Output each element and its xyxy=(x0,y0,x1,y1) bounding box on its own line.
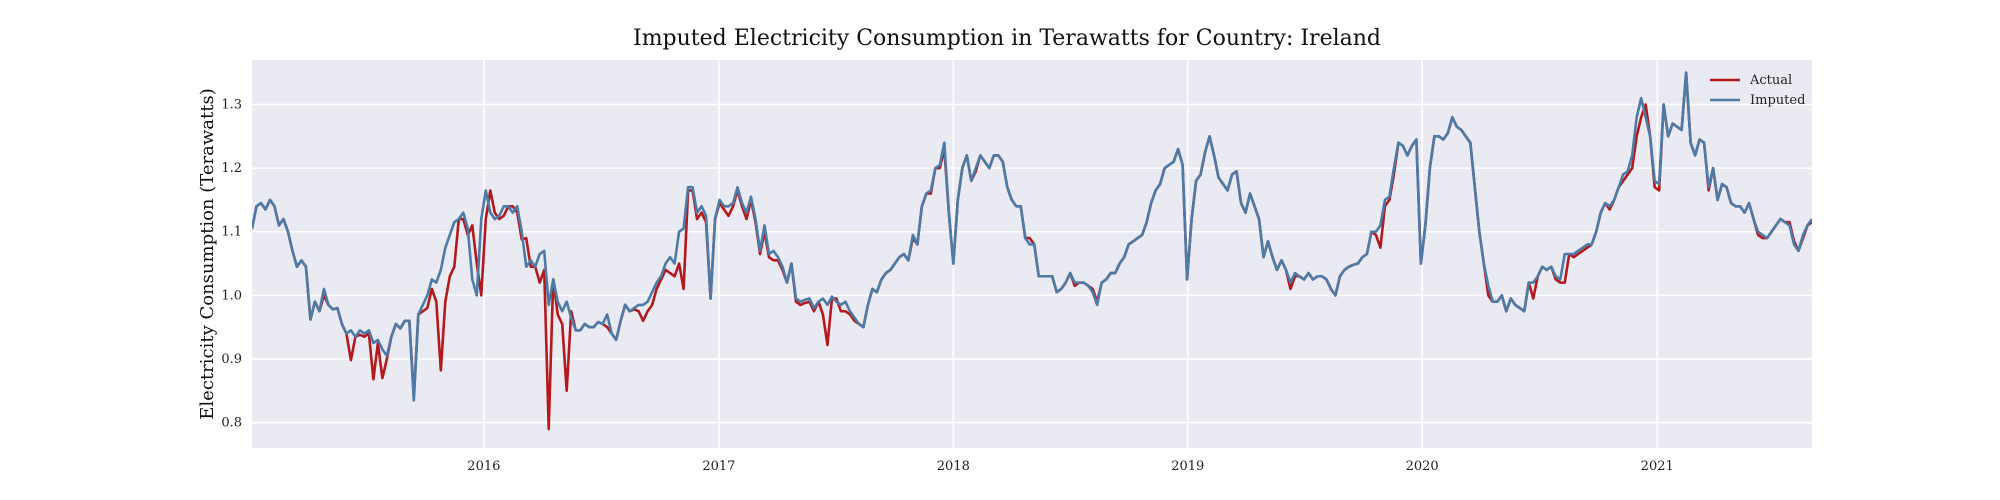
x-tick-label: 2017 xyxy=(702,459,735,474)
legend-label-actual: Actual xyxy=(1749,73,1792,88)
x-tick-label: 2021 xyxy=(1641,459,1674,474)
x-tick-label: 2016 xyxy=(467,459,500,474)
y-axis-label: Electricity Consumption (Terawatts) xyxy=(197,88,218,419)
y-tick-label: 1.0 xyxy=(221,288,242,303)
legend: Actual Imputed xyxy=(1710,73,1805,108)
y-tick-label: 0.9 xyxy=(221,352,242,367)
series-lines xyxy=(252,71,1812,431)
plot-area xyxy=(252,60,1812,448)
y-tick-label: 1.1 xyxy=(221,225,242,240)
y-tick-label: 1.2 xyxy=(221,161,242,176)
tick-labels: 0.8 0.9 1.0 1.1 1.2 1.3 2016 2017 2018 2019 2020 20… xyxy=(221,98,1673,474)
series-line-imputed xyxy=(252,71,1812,402)
x-tick-label: 2020 xyxy=(1406,459,1439,474)
x-tick-label: 2018 xyxy=(937,459,970,474)
y-tick-label: 0.8 xyxy=(221,416,242,431)
legend-label-imputed: Imputed xyxy=(1750,93,1805,108)
chart-title: Imputed Electricity Consumption in Teraw… xyxy=(633,26,1381,51)
y-tick-label: 1.3 xyxy=(221,98,242,113)
x-tick-label: 2019 xyxy=(1171,459,1204,474)
